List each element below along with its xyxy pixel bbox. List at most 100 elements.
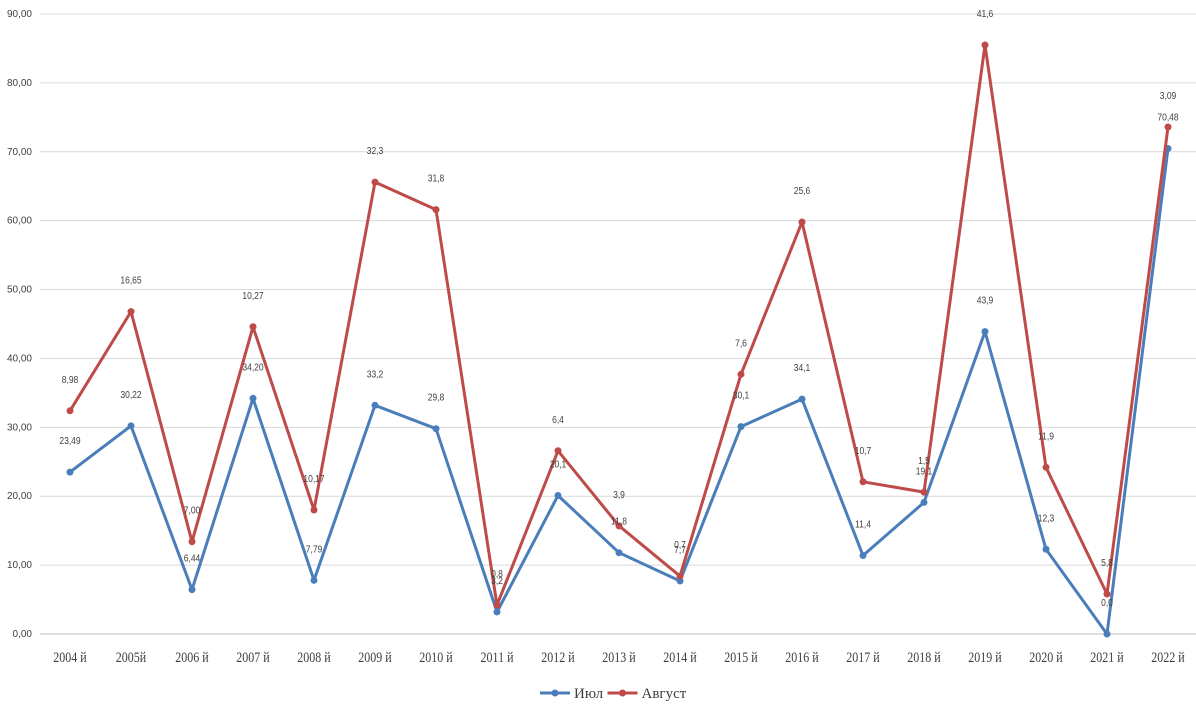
x-tick-label: 2016 й <box>785 649 818 666</box>
series-0-data-label: 11,4 <box>855 519 871 530</box>
series-1-point <box>432 206 440 214</box>
series-1-point <box>981 41 989 49</box>
series-0-point <box>1042 545 1050 553</box>
series-1-data-label: 10,7 <box>855 445 872 456</box>
series-0-data-label: 34,20 <box>242 362 263 373</box>
series-1-point <box>554 447 562 455</box>
series-1-point <box>1103 590 1111 598</box>
series-0-point <box>920 498 928 506</box>
series-0-data-label: 29,8 <box>428 392 445 403</box>
series-0-point <box>554 492 562 500</box>
x-tick-label: 2012 й <box>541 649 574 666</box>
series-0-point <box>249 394 257 402</box>
y-tick-label: 40,00 <box>7 353 32 364</box>
series-1-point <box>920 488 928 496</box>
series-1-data-label: 7,00 <box>184 505 201 516</box>
series-1-data-label: 0,7 <box>674 540 686 551</box>
series-1-point <box>493 601 501 609</box>
series-1-point <box>676 572 684 580</box>
series-0-data-label: 30,1 <box>733 390 750 401</box>
y-tick-label: 70,00 <box>7 147 32 158</box>
series-layer <box>66 41 1172 638</box>
series-0-data-label: 19,1 <box>916 466 933 477</box>
series-0-data-label: 7,79 <box>306 544 323 555</box>
series-1-point <box>249 323 257 331</box>
x-tick-label: 2019 й <box>968 649 1001 666</box>
series-1-data-label: 3,09 <box>1160 90 1177 101</box>
series-0-data-label: 3,2 <box>491 575 503 586</box>
legend-marker-1 <box>619 689 626 697</box>
series-1-point <box>66 407 74 415</box>
series-0-point <box>676 577 684 585</box>
x-tick-label: 2017 й <box>846 649 879 666</box>
series-0-data-label: 12,3 <box>1038 513 1055 524</box>
series-1-data-label: 10,17 <box>303 473 324 484</box>
legend-label-0: Июл <box>574 686 604 702</box>
series-0-point <box>127 422 135 430</box>
series-1-data-label: 0,8 <box>491 568 503 579</box>
x-tick-label: 2006 й <box>175 649 208 666</box>
series-0-point <box>493 608 501 616</box>
series-0-point <box>432 425 440 433</box>
x-tick-label: 2005й <box>116 649 146 666</box>
series-0-data-label: 0,0 <box>1101 597 1113 608</box>
series-1-point <box>859 478 867 486</box>
series-1-data-label: 11,9 <box>1038 431 1054 442</box>
series-1-data-label: 7,6 <box>735 338 747 349</box>
series-1-data-label: 5,8 <box>1101 557 1113 568</box>
x-tick-label: 2008 й <box>297 649 330 666</box>
series-0-point <box>859 551 867 559</box>
series-0-point <box>310 576 318 584</box>
series-1-point <box>615 522 623 530</box>
series-0-point <box>1103 630 1111 638</box>
series-0-point <box>371 401 379 409</box>
series-1-point <box>310 506 318 514</box>
series-1-data-label: 1,5 <box>918 455 930 466</box>
y-tick-label: 20,00 <box>7 491 32 502</box>
y-tick-label: 30,00 <box>7 422 32 433</box>
x-tick-label: 2014 й <box>663 649 696 666</box>
series-1-data-label: 10,27 <box>242 290 263 301</box>
series-1-point <box>371 178 379 186</box>
series-0-data-label: 43,9 <box>977 295 994 306</box>
x-tick-label: 2007 й <box>236 649 269 666</box>
series-0-point <box>615 549 623 557</box>
series-1-data-label: 32,3 <box>367 145 384 156</box>
y-tick-label: 0,00 <box>13 629 33 640</box>
x-tick-label: 2004 й <box>53 649 86 666</box>
series-0-point <box>981 328 989 336</box>
series-1-point <box>127 308 135 316</box>
x-tick-label: 2013 й <box>602 649 635 666</box>
series-0-data-label: 34,1 <box>794 362 811 373</box>
series-0-point <box>66 468 74 476</box>
series-0-point <box>737 423 745 431</box>
series-1-data-label: 3,9 <box>613 489 625 500</box>
series-0-data-label: 7,7 <box>674 544 686 555</box>
x-tick-label: 2021 й <box>1090 649 1123 666</box>
legend: Июл Август <box>540 686 687 702</box>
series-0-data-label: 30,22 <box>120 389 141 400</box>
series-0-data-label: 11,8 <box>611 516 627 527</box>
y-tick-label: 80,00 <box>7 78 32 89</box>
series-1-data-label: 6,4 <box>552 414 564 425</box>
y-axis: 0,00 10,00 20,00 30,00 40,00 50,00 60,00 70,00 8… <box>7 9 32 640</box>
series-1-data-label: 16,65 <box>120 275 141 286</box>
series-1-point <box>737 370 745 378</box>
series-0-point <box>798 395 806 403</box>
series-1-point <box>1164 123 1172 131</box>
series-1-point <box>798 218 806 226</box>
series-1-point <box>188 538 196 546</box>
data-labels: 23,49 30,22 6,44 34,20 7,79 33,2 29,8 3,2 20,1 11… <box>59 8 1178 608</box>
x-tick-label: 2010 й <box>419 649 452 666</box>
y-tick-label: 50,00 <box>7 285 32 296</box>
series-1-data-label: 31,8 <box>428 173 445 184</box>
y-tick-label: 60,00 <box>7 216 32 227</box>
x-tick-label: 2011 й <box>481 649 514 666</box>
y-tick-label: 90,00 <box>7 9 32 20</box>
series-0-data-label: 23,49 <box>59 435 80 446</box>
series-0-data-label: 70,48 <box>1157 112 1178 123</box>
x-tick-label: 2018 й <box>907 649 940 666</box>
x-axis: 2004 й 2005й 2006 й 2007 й 2008 й 2009 й 2010 … <box>40 633 1196 666</box>
series-1-point <box>1042 463 1050 471</box>
